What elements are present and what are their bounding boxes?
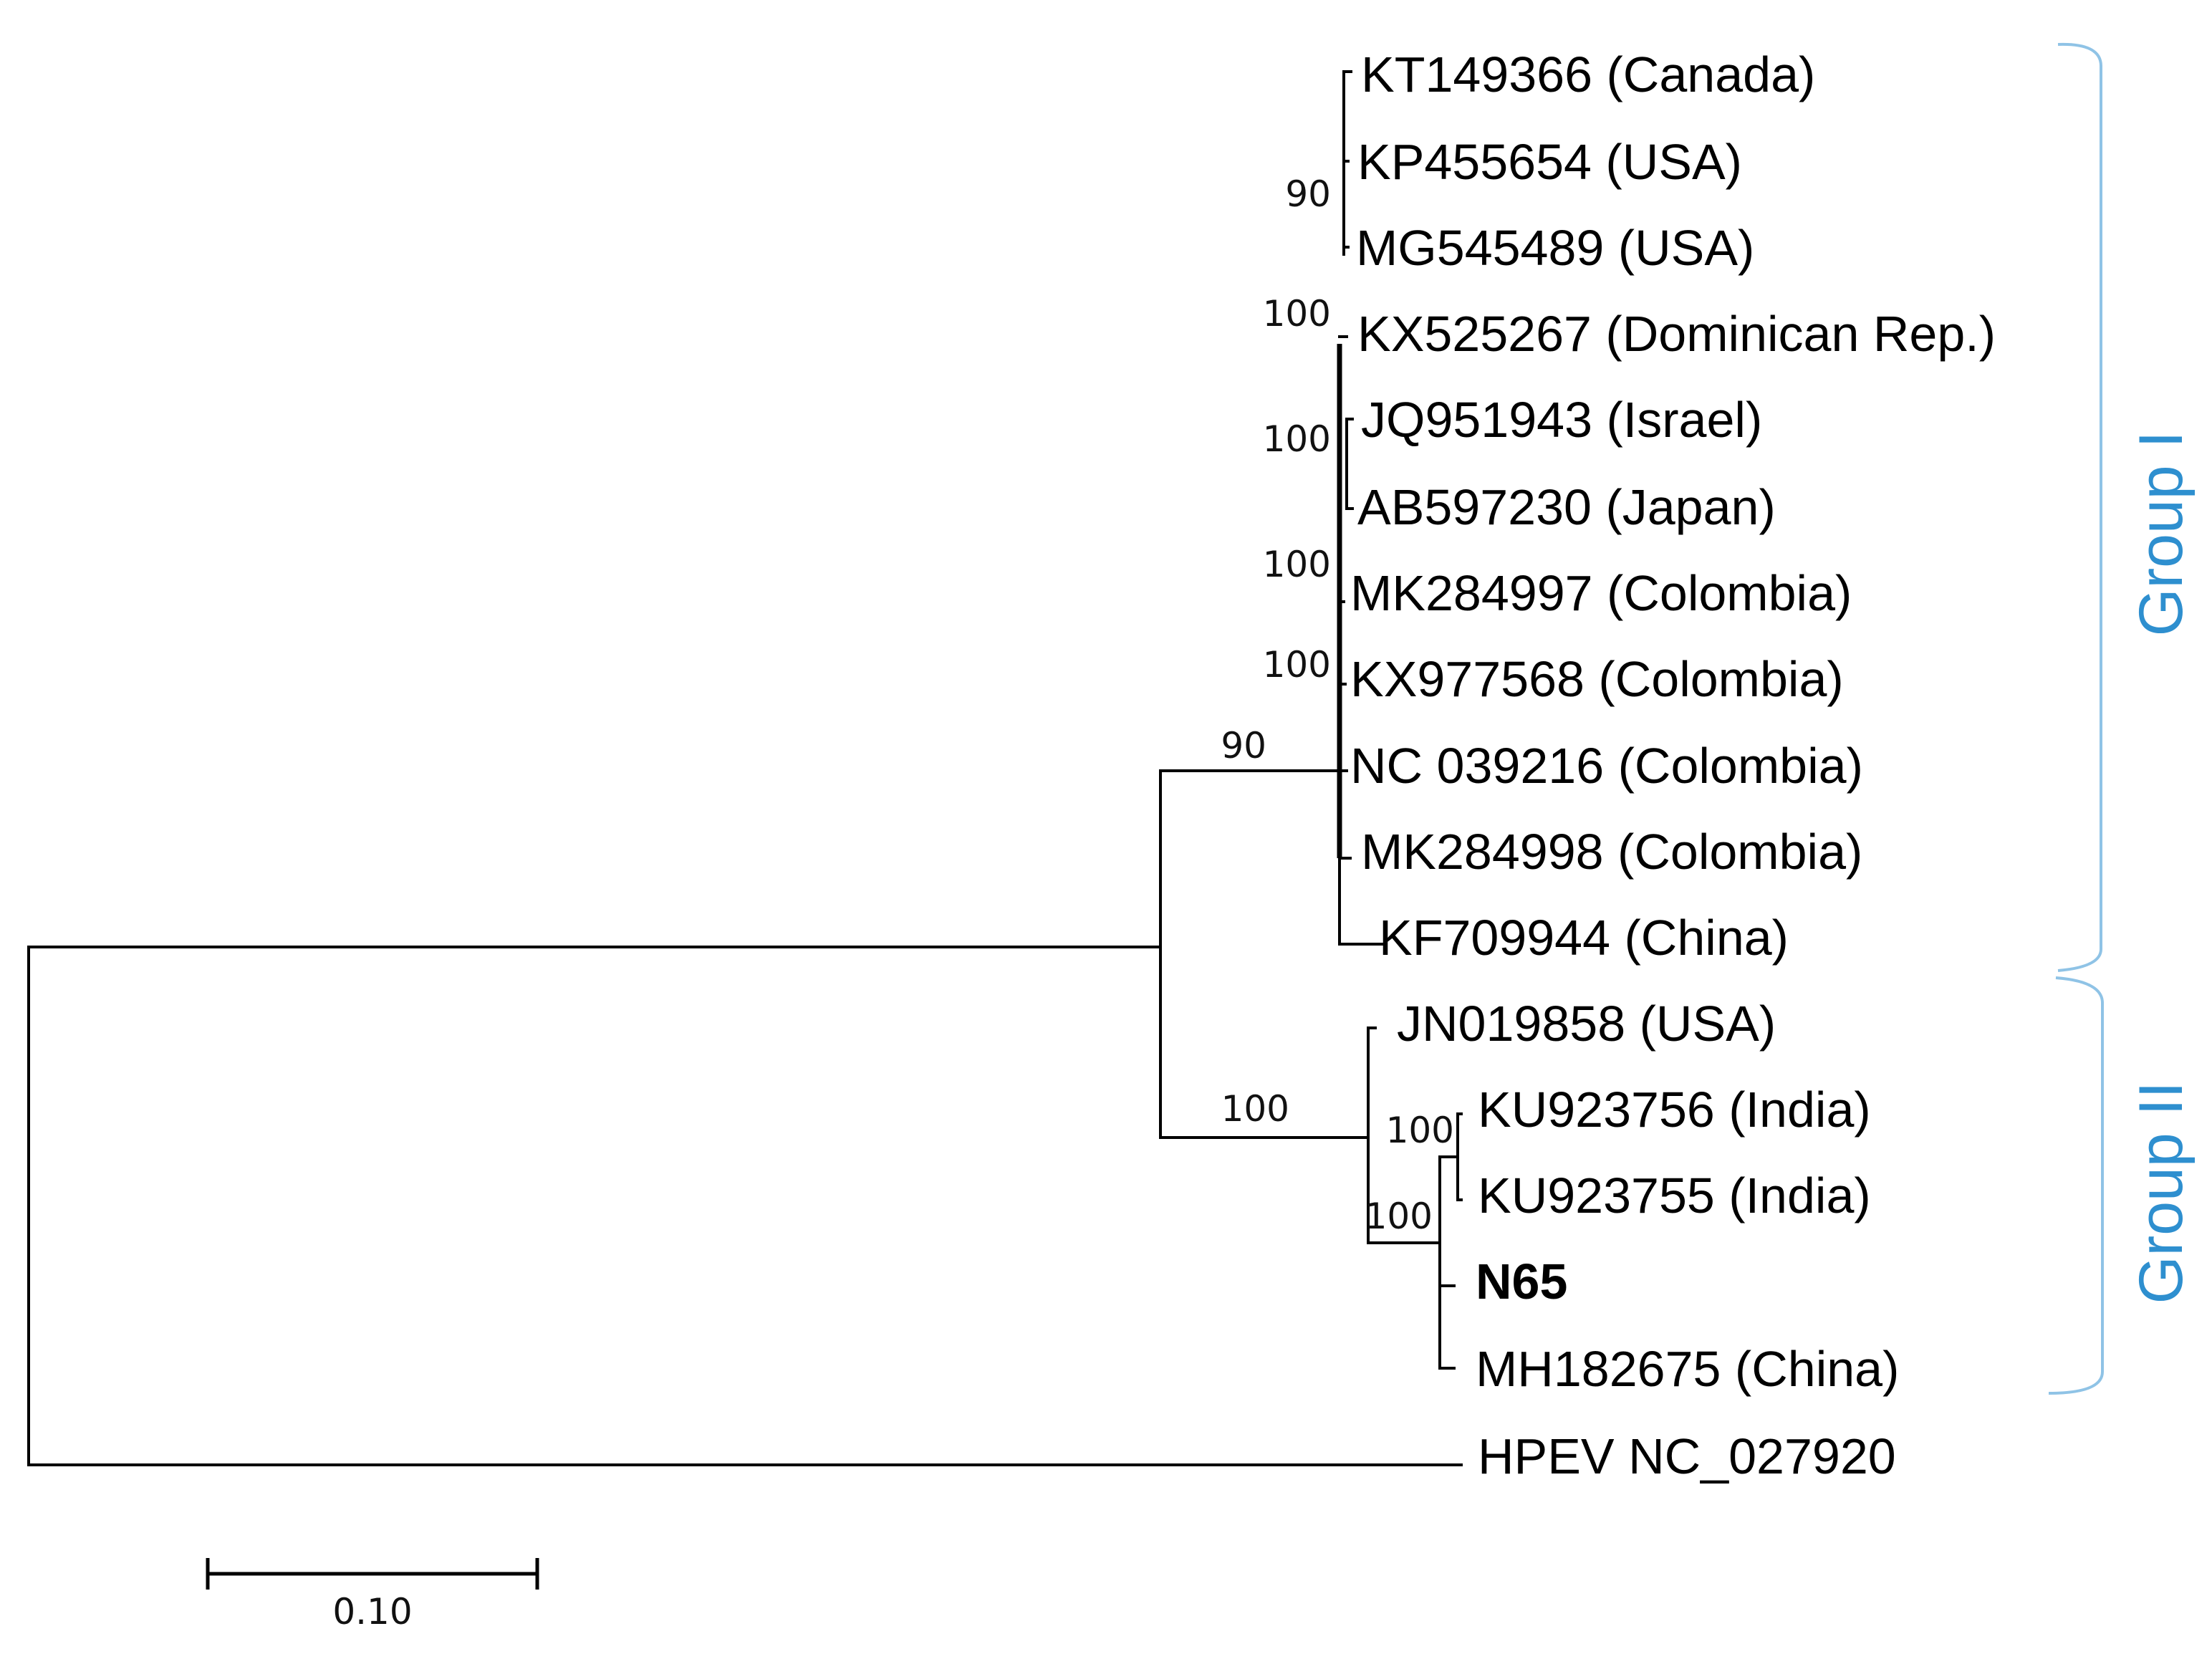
support-value: 100 [1221,1088,1289,1130]
group-i-label: Group I [2127,431,2196,637]
taxon-label-nc039216: NC 039216 (Colombia) [1350,738,1863,794]
taxon-label-n65: N65 [1476,1254,1567,1309]
scale-bar-label: 0.10 [332,1591,412,1633]
taxon-label-ku923755: KU923755 (India) [1478,1168,1871,1223]
taxon-label-kx525267: KX525267 (Dominican Rep.) [1357,306,1996,362]
group-ii-bracket [2048,976,2104,1395]
support-value: 100 [1263,544,1331,585]
support-value: 90 [1221,725,1266,766]
support-values: 90 100 100 100 100 90 100 100 100 [1221,173,1454,1237]
taxon-label-mk284997: MK284997 (Colombia) [1350,565,1852,621]
group-brackets: Group I Group II [2048,42,2196,1395]
support-value: 100 [1365,1196,1433,1237]
taxon-label-kf709944: KF709944 (China) [1379,910,1789,966]
taxon-labels: KT149366 (Canada) KP455654 (USA) MG54548… [1350,47,1996,1484]
taxon-label-hpev-outgroup: HPEV NC_027920 [1478,1428,1896,1484]
group-i-bracket [2057,42,2102,972]
taxon-label-kp455654: KP455654 (USA) [1357,134,1742,190]
taxon-label-jn019858: JN019858 (USA) [1397,996,1776,1052]
support-value: 100 [1386,1110,1454,1151]
taxon-label-mg545489: MG545489 (USA) [1356,220,1754,276]
scale-bar: 0.10 [206,1558,539,1633]
taxon-label-ku923756: KU923756 (India) [1478,1082,1871,1138]
taxon-label-mk284998: MK284998 (Colombia) [1361,824,1862,880]
support-value: 90 [1285,173,1331,215]
taxon-label-kx977568: KX977568 (Colombia) [1350,651,1844,707]
taxon-label-jq951943: JQ951943 (Israel) [1361,392,1762,448]
taxon-label-ab597230: AB597230 (Japan) [1357,479,1776,535]
taxon-label-kt149366: KT149366 (Canada) [1361,47,1815,102]
support-value: 100 [1263,644,1331,686]
support-value: 100 [1263,293,1331,335]
support-value: 100 [1263,418,1331,460]
group-ii-label: Group II [2127,1082,2196,1304]
tree-branches [27,70,1463,1466]
taxon-label-mh182675: MH182675 (China) [1476,1341,1899,1397]
